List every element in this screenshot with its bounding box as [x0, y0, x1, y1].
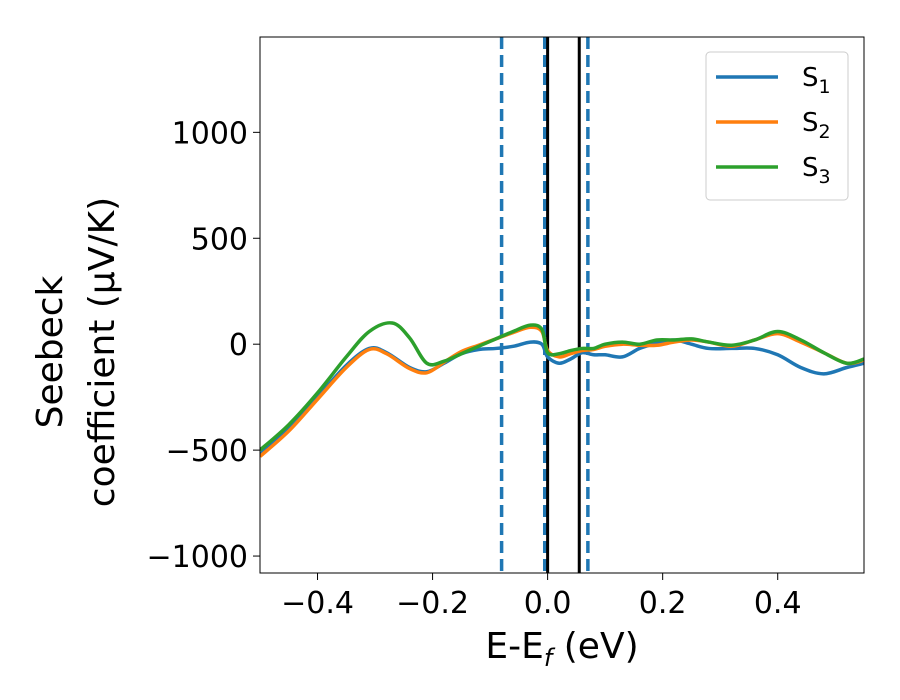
x-tick-label: −0.2 [396, 586, 469, 621]
vertical-reference-lines [499, 37, 590, 573]
x-tick-label: −0.4 [281, 586, 354, 621]
y-tick-label: −500 [166, 434, 248, 469]
x-axis-label: E-Ef (eV) [485, 626, 638, 672]
x-tick-label: 0.2 [639, 586, 687, 621]
y-tick-label: 0 [229, 328, 248, 363]
y-tick-label: 1000 [172, 116, 248, 151]
series-line-S3 [260, 321, 864, 452]
series-lines [260, 321, 864, 458]
y-tick-label: −1000 [147, 540, 248, 575]
y-axis-ticks: −1000 −500 0 500 1000 [147, 116, 260, 575]
legend-label-S2: S2 [802, 108, 831, 143]
legend-box [705, 51, 849, 201]
legend-label-S3: S3 [802, 153, 831, 188]
x-tick-label: 0.4 [754, 586, 802, 621]
y-axis-label: Seebeck coefficient (μV/K) [30, 197, 123, 507]
x-axis-ticks: −0.4 −0.2 0.0 0.2 0.4 [281, 573, 802, 621]
x-tick-label: 0.0 [524, 586, 572, 621]
legend-label-S1: S1 [802, 63, 831, 98]
series-line-S2 [260, 325, 864, 458]
svg-text:coefficient (μV/K): coefficient (μV/K) [82, 197, 123, 507]
plot-frame [259, 36, 865, 574]
y-tick-label: 500 [191, 222, 248, 257]
svg-text:Seebeck: Seebeck [30, 275, 71, 428]
legend: S1 S2 S3 [705, 51, 849, 201]
